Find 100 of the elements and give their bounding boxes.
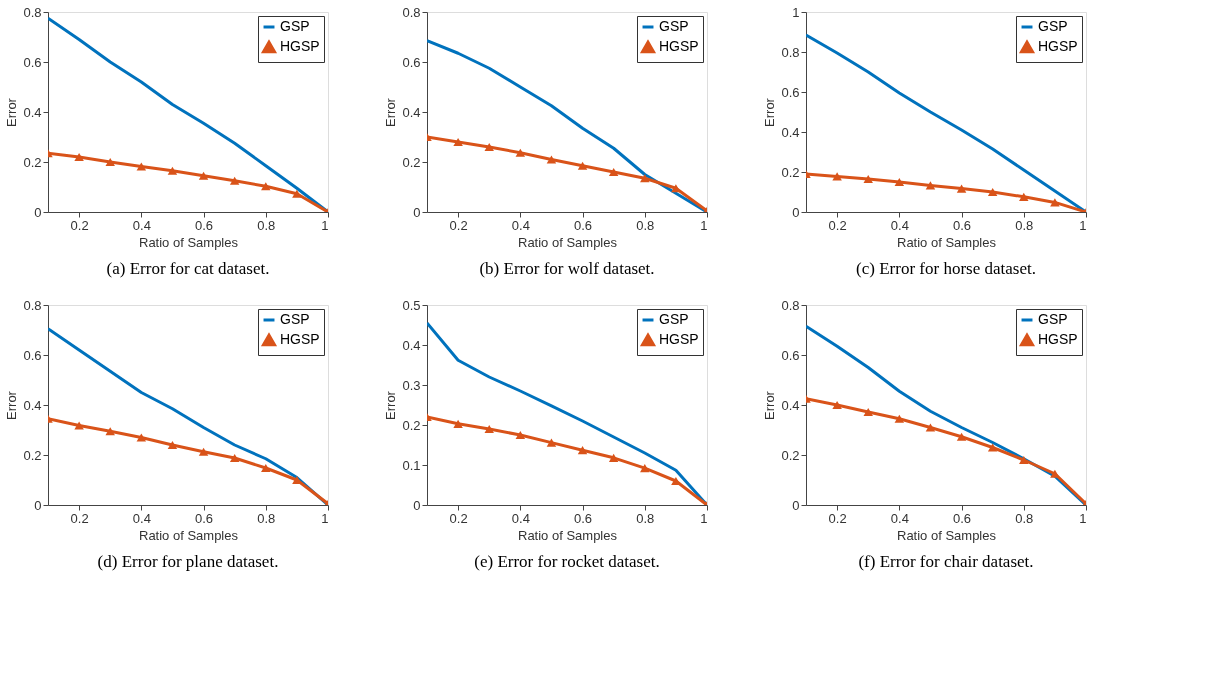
legend-label: HGSP bbox=[659, 38, 699, 54]
x-tick-label: 1 bbox=[700, 217, 708, 233]
y-tick-label: 0.2 bbox=[23, 154, 42, 170]
point bbox=[1050, 469, 1060, 478]
x-tick-label: 0.2 bbox=[70, 510, 89, 526]
point bbox=[167, 440, 178, 450]
text: (d) Error for plane dataset. bbox=[97, 552, 279, 571]
y-tick-label: 0 bbox=[413, 497, 421, 513]
x-tick-label: 0.4 bbox=[890, 510, 909, 526]
x-tick-label: 0.2 bbox=[70, 217, 89, 233]
point bbox=[863, 174, 873, 184]
point bbox=[167, 166, 178, 175]
y-tick-label: 0 bbox=[413, 204, 421, 220]
x-tick-label: 1 bbox=[1079, 510, 1087, 526]
y-tick-label: 0.6 bbox=[781, 84, 800, 100]
x-tick-label: 0.4 bbox=[890, 217, 909, 233]
point bbox=[1050, 198, 1060, 207]
y-tick-label: 0.4 bbox=[402, 337, 421, 353]
x-tick-label: 0.4 bbox=[511, 510, 530, 526]
point bbox=[136, 162, 147, 171]
y-tick-label: 0.8 bbox=[23, 297, 42, 313]
y-tick-label: 0 bbox=[34, 497, 42, 513]
x-tick-label: 1 bbox=[700, 510, 708, 526]
y-tick-label: 0.6 bbox=[402, 54, 421, 70]
x-axis-title: Ratio of Samples bbox=[139, 234, 239, 250]
y-tick-label: 0.6 bbox=[23, 347, 42, 363]
point bbox=[640, 174, 650, 183]
point bbox=[105, 427, 115, 436]
point bbox=[136, 433, 147, 442]
legend-label: GSP bbox=[659, 311, 689, 327]
point bbox=[484, 424, 494, 434]
y-tick-label: 0.4 bbox=[781, 397, 800, 413]
y-tick-label: 0.4 bbox=[781, 124, 800, 140]
legend-label: GSP bbox=[280, 18, 310, 34]
text: (f) Error for chair dataset. bbox=[858, 552, 1034, 571]
y-tick-label: 0.8 bbox=[781, 44, 800, 60]
y-tick-label: 0.2 bbox=[23, 447, 42, 463]
point bbox=[261, 463, 271, 473]
x-tick-label: 0.6 bbox=[953, 510, 972, 526]
x-tick-label: 0.6 bbox=[574, 510, 593, 526]
point bbox=[640, 464, 650, 473]
x-axis-title: Ratio of Samples bbox=[139, 527, 239, 543]
y-tick-label: 0.4 bbox=[23, 397, 42, 413]
x-tick-label: 0.8 bbox=[257, 510, 276, 526]
x-tick-label: 0.8 bbox=[257, 217, 276, 233]
y-axis-title: Error bbox=[762, 390, 778, 420]
x-tick-label: 0.2 bbox=[449, 217, 468, 233]
x-tick-label: 0.2 bbox=[828, 217, 847, 233]
y-tick-label: 0.2 bbox=[781, 164, 800, 180]
y-tick-label: 0.2 bbox=[402, 154, 421, 170]
legend-label: HGSP bbox=[1038, 38, 1078, 54]
point bbox=[515, 430, 526, 440]
point bbox=[832, 172, 842, 181]
point bbox=[546, 155, 557, 164]
legend-label: HGSP bbox=[659, 331, 699, 347]
point bbox=[863, 407, 873, 417]
legend-label: HGSP bbox=[280, 331, 320, 347]
x-axis-title: Ratio of Samples bbox=[897, 234, 997, 250]
x-tick-label: 1 bbox=[321, 510, 329, 526]
point bbox=[608, 167, 619, 177]
x-tick-label: 0.8 bbox=[636, 510, 655, 526]
point bbox=[671, 184, 681, 193]
point bbox=[894, 177, 905, 187]
y-tick-label: 0.8 bbox=[402, 4, 421, 20]
y-axis-title: Error bbox=[383, 390, 399, 420]
y-tick-label: 0.6 bbox=[781, 347, 800, 363]
x-axis-title: Ratio of Samples bbox=[518, 234, 618, 250]
legend-label: GSP bbox=[1038, 311, 1068, 327]
point bbox=[74, 152, 84, 162]
x-tick-label: 0.8 bbox=[1015, 217, 1034, 233]
legend-label: GSP bbox=[659, 18, 689, 34]
point bbox=[956, 432, 967, 441]
legend-label: HGSP bbox=[280, 38, 320, 54]
y-tick-label: 0 bbox=[34, 204, 42, 220]
x-tick-label: 0.2 bbox=[449, 510, 468, 526]
x-tick-label: 0.8 bbox=[1015, 510, 1034, 526]
y-axis-title: Error bbox=[762, 97, 778, 127]
point bbox=[515, 148, 526, 157]
point bbox=[453, 419, 463, 428]
x-tick-label: 0.2 bbox=[828, 510, 847, 526]
text: (b) Error for wolf dataset. bbox=[479, 259, 655, 278]
point bbox=[105, 157, 115, 167]
point bbox=[925, 423, 936, 432]
y-tick-label: 0.6 bbox=[23, 54, 42, 70]
point bbox=[229, 176, 240, 185]
point bbox=[956, 184, 967, 193]
y-tick-label: 0.3 bbox=[402, 377, 421, 393]
text: (a) Error for cat dataset. bbox=[106, 259, 270, 278]
point bbox=[229, 453, 240, 463]
point bbox=[74, 421, 84, 430]
x-tick-label: 0.6 bbox=[574, 217, 593, 233]
y-axis-title: Error bbox=[4, 390, 20, 420]
y-tick-label: 0.8 bbox=[781, 297, 800, 313]
point bbox=[577, 161, 588, 170]
point bbox=[292, 189, 302, 198]
y-tick-label: 0.8 bbox=[23, 4, 42, 20]
x-tick-label: 0.4 bbox=[132, 510, 151, 526]
y-tick-label: 0.2 bbox=[402, 417, 421, 433]
text: (e) Error for rocket dataset. bbox=[474, 552, 660, 571]
point bbox=[608, 453, 619, 462]
